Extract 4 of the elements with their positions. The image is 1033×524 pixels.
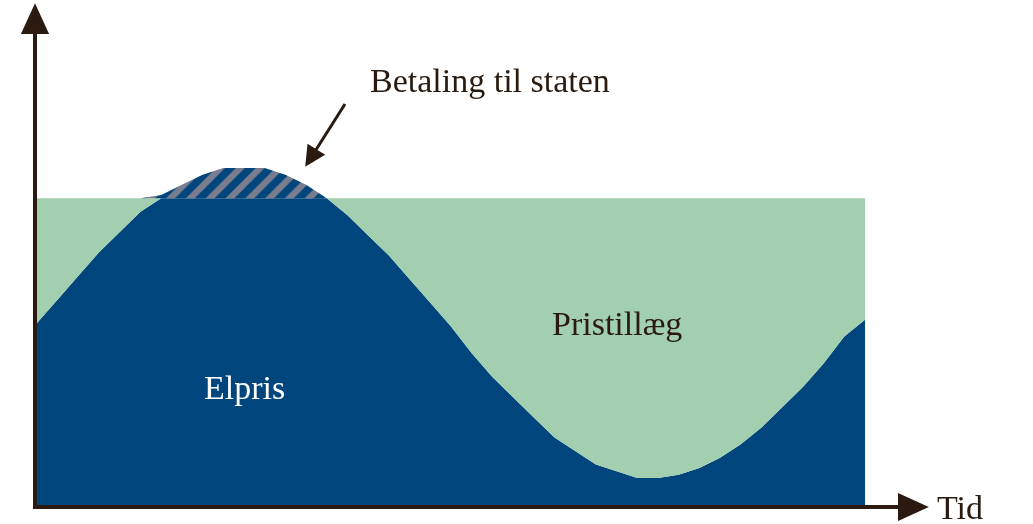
series-label: Elpris — [204, 369, 286, 406]
text: Betaling til staten — [370, 62, 610, 99]
x-axis-title: Tid — [937, 489, 984, 524]
series-label: Pristillæg — [552, 305, 683, 342]
